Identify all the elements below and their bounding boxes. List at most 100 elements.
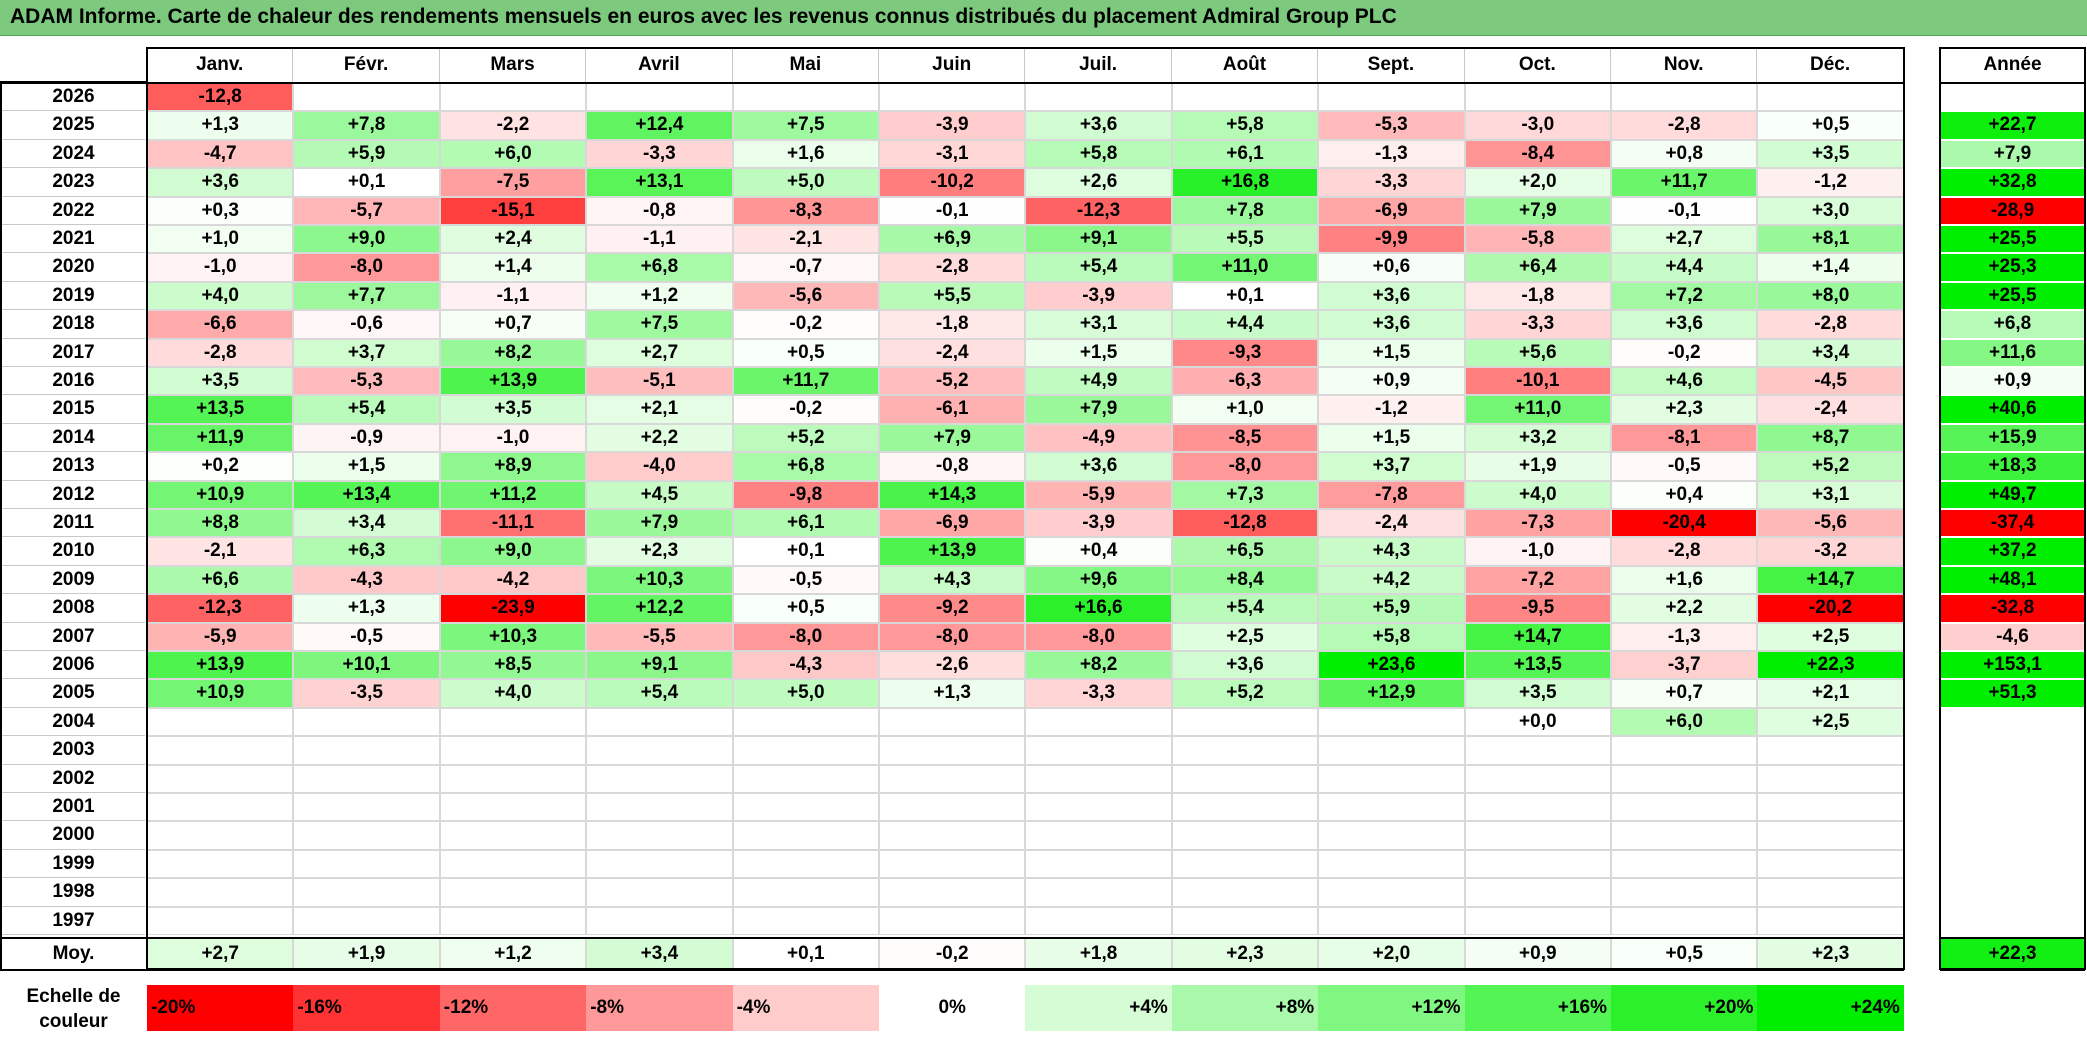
heatmap-cell: +3,5 xyxy=(440,396,586,423)
annual-cell xyxy=(1941,765,2084,792)
heatmap-cell: -2,8 xyxy=(880,254,1025,281)
legend-label: Echelle de couleur xyxy=(26,986,121,1032)
heatmap-cell: +13,1 xyxy=(587,169,732,196)
heatmap-cell: +2,6 xyxy=(1026,169,1171,196)
heatmap-cell: +1,5 xyxy=(1319,424,1464,452)
heatmap-cell: +5,2 xyxy=(1172,680,1318,707)
heatmap-cell: +3,0 xyxy=(1758,197,1903,224)
heatmap-cell xyxy=(1758,822,1903,849)
heatmap-cell: -7,2 xyxy=(1465,566,1610,594)
heatmap-cell xyxy=(880,765,1025,792)
heatmap-cell: +4,0 xyxy=(440,680,586,707)
heatmap-cell: +2,3 xyxy=(1612,396,1757,423)
heatmap-cell: +7,8 xyxy=(294,112,439,139)
heatmap-cell xyxy=(1172,765,1318,792)
heatmap-cell: +5,5 xyxy=(880,282,1025,310)
heatmap-cell: -5,3 xyxy=(294,368,439,395)
heatmap-cell: +4,9 xyxy=(1026,368,1171,395)
heatmap-cell: +2,5 xyxy=(1758,623,1903,650)
heatmap-cell xyxy=(294,794,439,821)
heatmap-cell: -4,9 xyxy=(1026,424,1171,452)
heatmap-cell: +0,1 xyxy=(294,169,439,196)
heatmap-cell: +1,5 xyxy=(294,453,439,480)
heatmap-cell: -9,9 xyxy=(1319,226,1464,253)
heatmap-cell: +10,1 xyxy=(294,652,439,679)
annual-cell: +25,3 xyxy=(1941,254,2084,281)
heatmap-cell: -20,2 xyxy=(1758,595,1903,622)
heatmap-cell xyxy=(1172,737,1318,764)
average-annual-cell: +22,3 xyxy=(1941,939,2084,968)
heatmap-cell: +11,0 xyxy=(1465,396,1610,423)
heatmap-cell: -3,3 xyxy=(1026,680,1171,707)
heatmap-cell xyxy=(1758,737,1903,764)
heatmap-cell: -1,8 xyxy=(1465,282,1610,310)
heatmap-cell: -2,8 xyxy=(1612,112,1757,139)
heatmap-cell: +0,4 xyxy=(1612,481,1757,508)
heatmap-cell: +9,6 xyxy=(1026,566,1171,594)
heatmap-cell: -8,3 xyxy=(733,197,878,224)
heatmap-cell: +8,1 xyxy=(1758,226,1903,253)
heatmap-cell: -12,3 xyxy=(148,595,293,622)
heatmap-cell xyxy=(294,708,439,736)
heatmap-cell: -8,5 xyxy=(1172,424,1318,452)
row-separator xyxy=(1940,969,2085,971)
heatmap-cell: -10,1 xyxy=(1465,368,1610,395)
heatmap-cell xyxy=(148,708,293,736)
heatmap-cell: +5,2 xyxy=(733,424,878,452)
heatmap-cell xyxy=(880,822,1025,849)
heatmap-cell xyxy=(733,794,878,821)
heatmap-cell xyxy=(294,84,439,111)
page-title: ADAM Informe. Carte de chaleur des rende… xyxy=(10,5,1397,28)
heatmap-cell: +8,2 xyxy=(1026,652,1171,679)
heatmap-cell xyxy=(1612,907,1757,934)
heatmap-cell xyxy=(1026,737,1171,764)
annual-cell: -37,4 xyxy=(1941,510,2084,537)
average-cell: +1,9 xyxy=(294,939,439,968)
heatmap-cell xyxy=(148,822,293,849)
heatmap-cell: +5,9 xyxy=(1319,595,1464,622)
heatmap-cell: -23,9 xyxy=(440,595,586,622)
heatmap-cell: -0,5 xyxy=(294,623,439,650)
heatmap-cell xyxy=(148,794,293,821)
year-label: 2010 xyxy=(2,537,145,566)
year-label: 2013 xyxy=(2,452,145,481)
heatmap-cell xyxy=(1758,850,1903,878)
heatmap-cell xyxy=(294,822,439,849)
heatmap-cell: +14,7 xyxy=(1465,623,1610,650)
heatmap-cell: +4,5 xyxy=(587,481,732,508)
heatmap-cell: -5,3 xyxy=(1319,112,1464,139)
year-label: 2005 xyxy=(2,679,145,708)
heatmap-cell: -12,8 xyxy=(1172,510,1318,537)
year-label: 1997 xyxy=(2,907,145,935)
heatmap-cell: +3,6 xyxy=(1319,282,1464,310)
heatmap-cell: -5,2 xyxy=(880,368,1025,395)
heatmap-cell xyxy=(1465,765,1610,792)
heatmap-cell: +0,9 xyxy=(1319,368,1464,395)
heatmap-cell xyxy=(1319,708,1464,736)
heatmap-cell: -6,1 xyxy=(880,396,1025,423)
month-header: Août xyxy=(1172,48,1319,82)
heatmap-cell: +16,6 xyxy=(1026,595,1171,622)
heatmap-cell: +9,1 xyxy=(587,652,732,679)
annual-cell: +0,9 xyxy=(1941,368,2084,395)
heatmap-cell xyxy=(1026,850,1171,878)
heatmap-cell: +7,3 xyxy=(1172,481,1318,508)
heatmap-cell xyxy=(1172,850,1318,878)
heatmap-cell: -0,6 xyxy=(294,311,439,338)
legend-swatch: -16% xyxy=(293,985,440,1031)
heatmap-cell: -7,5 xyxy=(440,169,586,196)
average-label: Moy. xyxy=(52,943,95,964)
heatmap-cell xyxy=(733,907,878,934)
annual-cell xyxy=(1941,822,2084,849)
heatmap-cell xyxy=(1319,737,1464,764)
heatmap-cell xyxy=(733,84,878,111)
heatmap-cell xyxy=(1758,765,1903,792)
heatmap-cell xyxy=(294,879,439,906)
heatmap-cell xyxy=(1319,765,1464,792)
heatmap-cell: +8,8 xyxy=(148,510,293,537)
heatmap-cell xyxy=(1172,879,1318,906)
heatmap-cell: -5,9 xyxy=(148,623,293,650)
heatmap-cell: -0,9 xyxy=(294,424,439,452)
heatmap-cell: +3,6 xyxy=(1026,453,1171,480)
heatmap-cell xyxy=(880,879,1025,906)
